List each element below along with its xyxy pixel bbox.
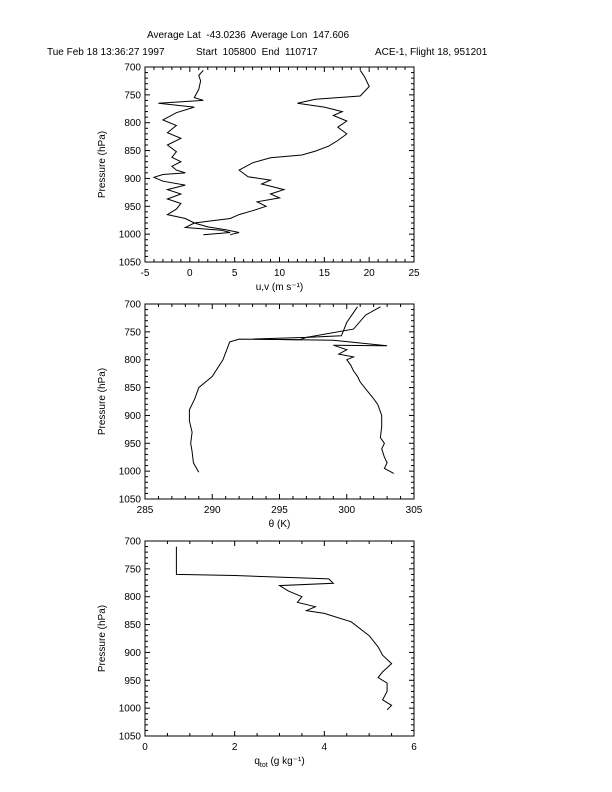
y-tick-label: 750 bbox=[124, 564, 141, 575]
y-axis-label: Pressure (hPa) bbox=[97, 131, 108, 198]
y-tick-label: 900 bbox=[124, 648, 141, 659]
x-axis-label: u,v (m s⁻¹) bbox=[256, 282, 304, 293]
x-tick-label: 305 bbox=[406, 505, 423, 516]
y-tick-label: 1000 bbox=[119, 230, 142, 241]
x-tick-label: 0 bbox=[142, 742, 148, 753]
x-axis-label: θ (K) bbox=[269, 519, 291, 530]
header-flight: ACE-1, Flight 18, 951201 bbox=[375, 47, 488, 58]
x-tick-label: 5 bbox=[232, 268, 238, 279]
plot-frame bbox=[144, 66, 415, 263]
y-tick-label: 1050 bbox=[119, 732, 142, 743]
y-tick-label: 900 bbox=[124, 174, 141, 185]
y-tick-label: 800 bbox=[124, 355, 141, 366]
y-tick-label: 900 bbox=[124, 411, 141, 422]
header-start-end: Start 105800 End 110717 bbox=[196, 47, 318, 58]
y-tick-label: 850 bbox=[124, 620, 141, 631]
y-tick-label: 1050 bbox=[119, 258, 142, 269]
y-axis-label: Pressure (hPa) bbox=[97, 368, 108, 435]
x-tick-label: 4 bbox=[322, 742, 328, 753]
y-tick-label: 950 bbox=[124, 439, 141, 450]
x-tick-label: 2 bbox=[232, 742, 238, 753]
y-tick-label: 1000 bbox=[119, 704, 142, 715]
y-tick-label: 750 bbox=[124, 90, 141, 101]
y-tick-label: 800 bbox=[124, 592, 141, 603]
y-tick-label: 1000 bbox=[119, 467, 142, 478]
chart-panel-2: 285 290 295 300 305 700 750 800 850 900 950 1000 105… bbox=[97, 300, 423, 531]
y-tick-label: 700 bbox=[124, 300, 141, 311]
series-line-1 bbox=[152, 69, 240, 236]
chart-panel-1: -5 0 5 10 15 20 25 700 750 800 850 900 950 1000 1050 u,… bbox=[97, 63, 420, 294]
chart-panel-3: 0 2 4 6 700 750 800 850 900 950 1000 1050 qtot (g kg… bbox=[97, 537, 417, 770]
x-tick-label: 6 bbox=[411, 742, 417, 753]
x-tick-label: 25 bbox=[408, 268, 420, 279]
x-tick-label: 295 bbox=[271, 505, 288, 516]
x-tick-label: 20 bbox=[364, 268, 376, 279]
x-tick-label: 0 bbox=[187, 268, 193, 279]
x-tick-label: 15 bbox=[319, 268, 331, 279]
x-tick-label: 285 bbox=[137, 505, 154, 516]
header-average-location: Average Lat -43.0236 Average Lon 147.606 bbox=[147, 30, 350, 41]
x-tick-label: 300 bbox=[338, 505, 355, 516]
y-tick-label: 800 bbox=[124, 118, 141, 129]
y-tick-label: 850 bbox=[124, 146, 141, 157]
series-line-2 bbox=[183, 70, 370, 236]
y-axis-label: Pressure (hPa) bbox=[97, 605, 108, 672]
y-tick-label: 1050 bbox=[119, 495, 142, 506]
y-tick-label: 700 bbox=[124, 537, 141, 548]
header-date: Tue Feb 18 13:36:27 1997 bbox=[47, 47, 165, 58]
y-tick-label: 700 bbox=[124, 63, 141, 74]
plot-frame bbox=[144, 303, 415, 500]
x-tick-label: -5 bbox=[141, 268, 150, 279]
series-line-2 bbox=[252, 306, 395, 474]
x-tick-label: 290 bbox=[204, 505, 221, 516]
y-tick-label: 950 bbox=[124, 676, 141, 687]
y-tick-label: 750 bbox=[124, 327, 141, 338]
x-tick-label: 10 bbox=[274, 268, 286, 279]
y-tick-label: 950 bbox=[124, 202, 141, 213]
y-tick-label: 850 bbox=[124, 383, 141, 394]
x-axis-label: qtot (g kg⁻¹) bbox=[254, 756, 304, 769]
series-line-1 bbox=[188, 306, 358, 473]
plot-frame bbox=[144, 540, 415, 737]
series-line-1 bbox=[175, 546, 393, 711]
